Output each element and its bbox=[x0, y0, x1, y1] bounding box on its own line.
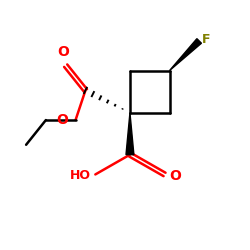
Text: HO: HO bbox=[70, 169, 90, 182]
Text: O: O bbox=[57, 46, 69, 60]
Polygon shape bbox=[126, 113, 134, 155]
Text: F: F bbox=[202, 33, 211, 46]
Text: O: O bbox=[56, 113, 68, 127]
Text: O: O bbox=[170, 169, 181, 183]
Polygon shape bbox=[170, 39, 202, 70]
